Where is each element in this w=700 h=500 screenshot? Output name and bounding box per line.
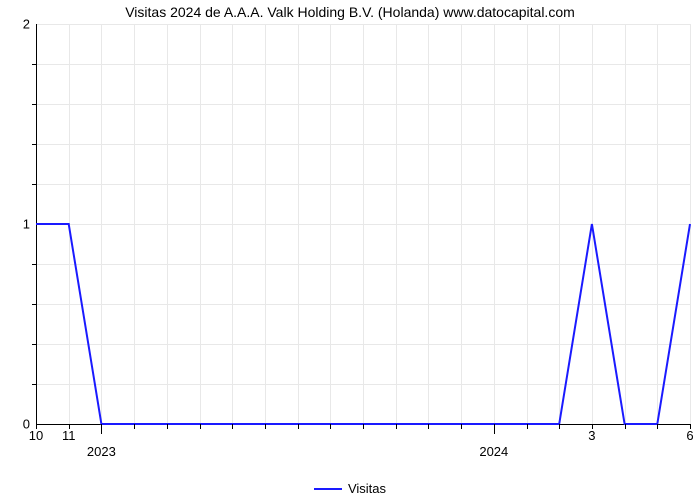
y-minor-tick bbox=[32, 144, 36, 145]
x-major-tick bbox=[101, 424, 102, 434]
chart-title: Visitas 2024 de A.A.A. Valk Holding B.V.… bbox=[0, 4, 700, 20]
y-minor-tick bbox=[32, 184, 36, 185]
x-year-label: 2024 bbox=[479, 444, 508, 459]
x-tick-label: 11 bbox=[62, 428, 76, 443]
series-line bbox=[36, 224, 690, 424]
y-minor-tick bbox=[32, 104, 36, 105]
y-minor-tick bbox=[32, 264, 36, 265]
x-minor-tick bbox=[625, 424, 626, 429]
y-tick-label: 0 bbox=[6, 417, 30, 432]
x-minor-tick bbox=[200, 424, 201, 429]
y-minor-tick bbox=[32, 384, 36, 385]
legend-swatch bbox=[314, 488, 342, 490]
x-minor-tick bbox=[461, 424, 462, 429]
y-tick-label: 1 bbox=[6, 217, 30, 232]
series-svg bbox=[36, 24, 690, 424]
x-minor-tick bbox=[265, 424, 266, 429]
x-minor-tick bbox=[134, 424, 135, 429]
y-minor-tick bbox=[32, 64, 36, 65]
x-minor-tick bbox=[330, 424, 331, 429]
legend-label: Visitas bbox=[348, 481, 386, 496]
x-minor-tick bbox=[527, 424, 528, 429]
y-minor-tick bbox=[32, 344, 36, 345]
x-minor-tick bbox=[657, 424, 658, 429]
x-major-tick bbox=[494, 424, 495, 434]
legend: Visitas bbox=[0, 480, 700, 496]
x-tick-label: 3 bbox=[588, 428, 595, 443]
visitas-chart: Visitas 2024 de A.A.A. Valk Holding B.V.… bbox=[0, 0, 700, 500]
x-minor-tick bbox=[396, 424, 397, 429]
x-minor-tick bbox=[363, 424, 364, 429]
x-minor-tick bbox=[167, 424, 168, 429]
x-minor-tick bbox=[559, 424, 560, 429]
x-minor-tick bbox=[232, 424, 233, 429]
y-tick-label: 2 bbox=[6, 17, 30, 32]
x-minor-tick bbox=[428, 424, 429, 429]
grid-v bbox=[690, 24, 691, 424]
x-year-label: 2023 bbox=[87, 444, 116, 459]
x-tick-label: 6 bbox=[686, 428, 693, 443]
x-minor-tick bbox=[298, 424, 299, 429]
y-minor-tick bbox=[32, 304, 36, 305]
x-tick-label: 10 bbox=[29, 428, 43, 443]
plot-area bbox=[36, 24, 690, 424]
